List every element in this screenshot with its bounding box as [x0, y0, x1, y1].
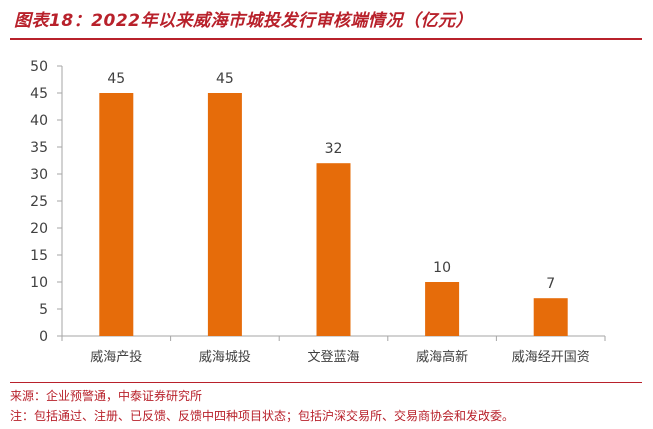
x-tick-label: 威海城投: [199, 349, 251, 365]
data-label: 32: [325, 141, 343, 157]
y-tick-label: 35: [30, 140, 48, 156]
footnote: 注：包括通过、注册、已反馈、反馈中四种项目状态；包括沪深交易所、交易商协会和发改…: [10, 409, 515, 423]
data-label: 45: [107, 71, 125, 87]
data-label: 45: [216, 71, 234, 87]
title-rule: [10, 38, 642, 40]
x-tick-label: 威海高新: [416, 349, 468, 365]
y-tick-label: 20: [30, 221, 48, 237]
y-tick-label: 30: [30, 167, 48, 183]
footer-rule: [10, 382, 642, 383]
y-tick-label: 45: [30, 86, 48, 102]
y-tick-label: 25: [30, 194, 48, 210]
data-label: 7: [546, 276, 555, 292]
x-tick-label: 文登蓝海: [307, 350, 359, 365]
bar: [425, 282, 460, 336]
source-note: 来源：企业预警通，中泰证券研究所: [10, 389, 203, 403]
y-tick-label: 50: [30, 59, 48, 75]
bar: [207, 93, 242, 336]
y-tick-label: 5: [39, 302, 48, 318]
bar: [533, 298, 568, 336]
data-label: 10: [433, 260, 451, 276]
bar-chart: 0 5 10 15 20 25 30 35 40 45 50 45 威海产投 45 威海城投 32 文登蓝海 10…: [30, 59, 606, 365]
bar: [99, 93, 134, 336]
y-tick-label: 10: [30, 275, 48, 291]
y-tick-label: 40: [30, 113, 48, 129]
y-tick-label: 0: [39, 329, 48, 345]
figure-title: 图表18：2022年以来威海市城投发行审核端情况（亿元）: [14, 11, 473, 31]
y-tick-label: 15: [30, 248, 48, 264]
x-tick-label: 威海产投: [90, 349, 142, 365]
figure-notes: 来源：企业预警通，中泰证券研究所 注：包括通过、注册、已反馈、反馈中四种项目状态…: [10, 386, 514, 426]
x-tick-label: 威海经开国资: [512, 350, 590, 365]
bar: [316, 163, 351, 336]
